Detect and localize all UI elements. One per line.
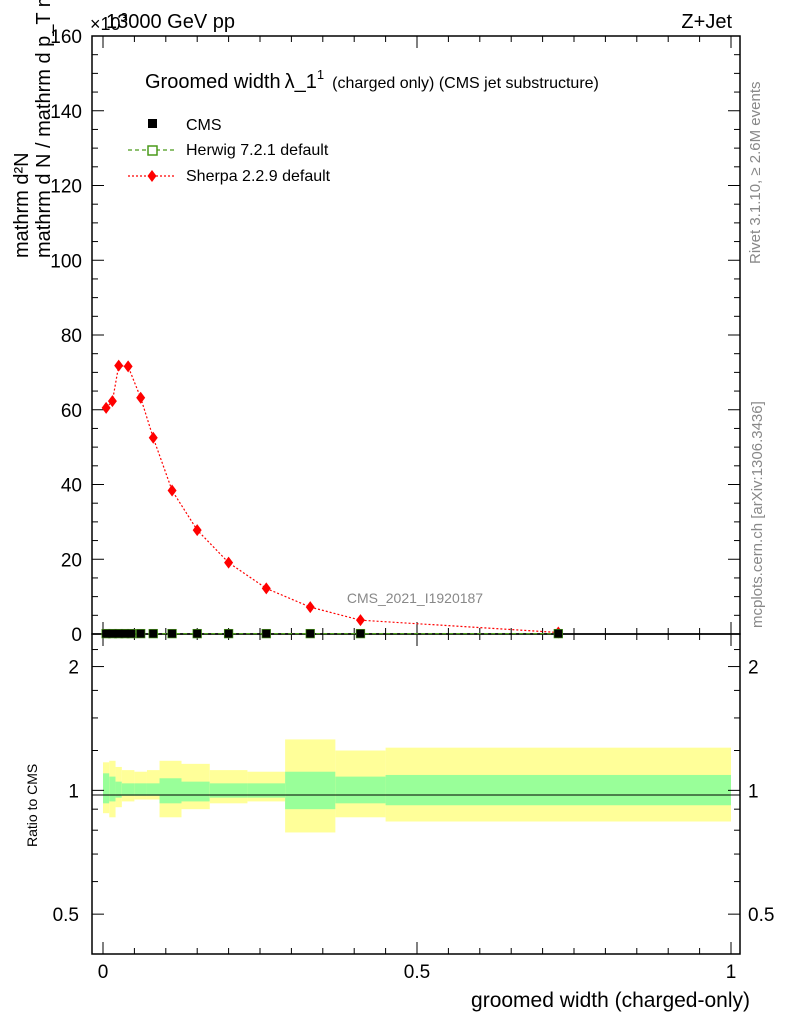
- legend-sherpa-marker: [147, 170, 157, 182]
- main-y-tick-label: 100: [50, 251, 82, 272]
- legend-herwig-marker: [147, 145, 158, 156]
- legend-cms-label: CMS: [186, 117, 222, 134]
- sherpa-point: [101, 401, 111, 414]
- cms-point: [168, 629, 177, 638]
- sherpa-point: [107, 395, 117, 408]
- main-y-tick-label: 60: [61, 401, 82, 422]
- x-tick-label: 0: [98, 962, 109, 983]
- sherpa-point: [114, 359, 124, 372]
- ratio-band-inner: [103, 773, 110, 804]
- ratio-band-inner: [181, 781, 210, 802]
- cms-point: [149, 629, 158, 638]
- cms-point: [120, 629, 129, 638]
- main-y-ticks: 0 20 40 60 80 100 120 140 160: [50, 27, 740, 646]
- main-y-tick-label: 80: [61, 326, 82, 347]
- rivet-label: Rivet 3.1.10, ≥ 2.6M events: [747, 82, 764, 265]
- plot-title: Groomed width λ_11(charged only) (CMS jet…: [145, 67, 599, 93]
- sherpa-line: [105, 365, 559, 634]
- cms-point: [193, 629, 202, 638]
- process-label: Z+Jet: [681, 11, 732, 33]
- sherpa-point: [355, 614, 365, 627]
- main-y-tick-label: 0: [71, 625, 82, 646]
- ratio-band-inner: [121, 783, 135, 796]
- sherpa-point: [167, 484, 177, 497]
- ratio-band-inner: [159, 778, 182, 804]
- x-tick-label: 0.5: [404, 962, 430, 983]
- sherpa-point: [261, 582, 271, 595]
- ratio-band-inner: [335, 776, 386, 804]
- legend-sherpa-label: Sherpa 2.2.9 default: [186, 168, 331, 185]
- y-label-numerator: mathrm d²N: [11, 152, 33, 258]
- ratio-band-inner: [285, 771, 336, 810]
- y-label-numerator-2: mathrm d N / mathrm d p_T mathrm d p_T m…: [33, 0, 55, 258]
- cms-point: [127, 629, 136, 638]
- cms-point: [224, 629, 233, 638]
- ratio-y-label: Ratio to CMS: [24, 764, 40, 847]
- main-y-tick-label: 140: [50, 102, 82, 123]
- cms-point: [306, 629, 315, 638]
- series-layer: [101, 359, 563, 639]
- x-tick-label: 1: [726, 962, 737, 983]
- cms-point: [136, 629, 145, 638]
- cms-point: [114, 629, 123, 638]
- cms-point: [356, 629, 365, 638]
- y-axis-label: mathrm d²N mathrm d N / mathrm d p_T mat…: [11, 0, 55, 258]
- ratio-band-inner: [385, 774, 731, 806]
- main-y-tick-label: 160: [50, 27, 82, 48]
- analysis-watermark: CMS_2021_I1920187: [347, 590, 483, 606]
- sherpa-point: [136, 391, 146, 404]
- ratio-y-tick-label-right: 0.5: [748, 905, 774, 926]
- ratio-bands: [103, 739, 731, 833]
- cms-point: [262, 629, 271, 638]
- ratio-band-inner: [134, 783, 147, 796]
- legend-herwig-label: Herwig 7.2.1 default: [186, 142, 329, 159]
- main-y-tick-label: 120: [50, 177, 82, 198]
- ratio-y-tick-label-right: 2: [748, 658, 759, 679]
- cms-point: [108, 629, 117, 638]
- legend: CMS Herwig 7.2.1 default Sherpa 2.2.9 de…: [128, 117, 331, 185]
- ratio-y-tick-label: 0.5: [53, 905, 79, 926]
- mcplots-label: mcplots.cern.ch [arXiv:1306.3436]: [749, 401, 766, 628]
- ratio-y-tick-label-right: 1: [748, 781, 759, 802]
- ratio-band-inner: [109, 776, 116, 802]
- ratio-band-inner: [209, 783, 248, 798]
- x-axis-label: groomed width (charged-only): [471, 989, 750, 1012]
- multiplier-label: ×103: [90, 10, 128, 34]
- main-y-tick-label: 20: [61, 550, 82, 571]
- main-y-tick-label: 40: [61, 476, 82, 497]
- cms-point: [554, 629, 563, 638]
- ratio-band-inner: [115, 781, 122, 798]
- ratio-y-tick-label: 1: [68, 781, 79, 802]
- sherpa-point: [148, 431, 158, 444]
- ratio-band-inner: [247, 783, 286, 798]
- ratio-band-inner: [146, 783, 160, 796]
- sherpa-point: [305, 601, 315, 614]
- ratio-y-tick-label: 2: [68, 658, 79, 679]
- cms-point: [102, 629, 111, 638]
- sherpa-point: [192, 524, 202, 537]
- sherpa-point: [123, 360, 133, 373]
- legend-cms-marker: [148, 119, 157, 128]
- sherpa-point: [224, 556, 234, 569]
- energy-label: 13000 GeV pp: [106, 11, 235, 33]
- ratio-y-ticks: 0.5 0.5 1 1 2 2: [53, 649, 774, 926]
